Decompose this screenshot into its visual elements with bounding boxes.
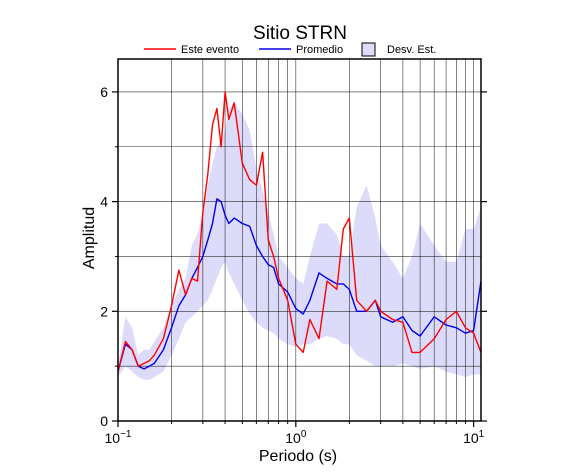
legend-label-este-evento: Este evento	[181, 44, 239, 56]
series-line-promedio	[117, 198, 482, 372]
series-line-este-evento	[117, 91, 482, 372]
legend: Este evento Promedio Desv. Est.	[144, 42, 436, 57]
legend-label-promedio: Promedio	[296, 44, 343, 56]
plot-frame	[117, 58, 482, 422]
y-tick-label: 0	[100, 413, 108, 429]
y-tick-label: 2	[100, 303, 108, 319]
legend-swatch-desv-est	[361, 42, 376, 57]
x-axis-title: Periodo (s)	[259, 448, 337, 465]
x-tick-label: 101	[463, 429, 485, 446]
x-tick-label: 100	[285, 429, 307, 446]
y-tick-label: 6	[100, 84, 108, 100]
legend-label-desv-est: Desv. Est.	[387, 44, 436, 56]
y-axis-title: Amplitud	[81, 207, 98, 269]
tick-layer: 0 2 4 6 10−1 100 101	[100, 84, 487, 446]
std-band-layer	[118, 102, 481, 380]
x-tick-label: 10−1	[105, 429, 132, 446]
chart-title: Sitio STRN	[253, 23, 347, 44]
std-band	[118, 102, 481, 380]
plot-border	[117, 58, 482, 422]
series-layer	[117, 91, 482, 372]
grid-layer	[117, 59, 481, 421]
y-tick-label: 4	[100, 194, 108, 210]
